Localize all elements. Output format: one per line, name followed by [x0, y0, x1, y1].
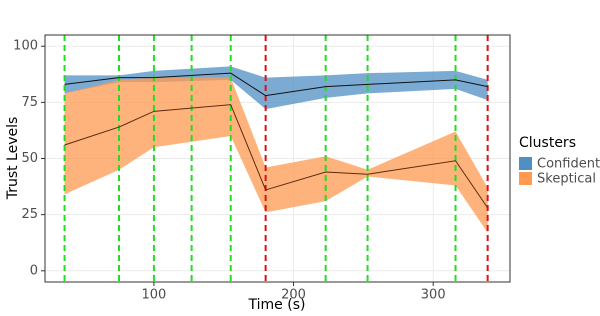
y-tick-label: 75 — [21, 95, 38, 110]
panel-border — [44, 34, 511, 283]
mean-line — [64, 72, 488, 97]
y-tick-label: 50 — [21, 151, 38, 166]
y-tick-label: 25 — [21, 207, 38, 222]
y-tick-label: 0 — [30, 263, 38, 278]
x-tick-label: 300 — [421, 288, 446, 303]
legend-key — [519, 172, 532, 185]
y-tick-label: 100 — [13, 39, 38, 54]
legend-key — [519, 157, 532, 170]
x-tick-label: 200 — [281, 288, 306, 303]
y-axis-title: Trust Levels — [5, 117, 21, 201]
x-axis-title: Time (s) — [248, 297, 306, 313]
legend-label: Confident — [537, 157, 600, 172]
legend-title: Clusters — [519, 135, 576, 151]
ribbon — [64, 77, 488, 233]
legend-label: Skeptical — [537, 172, 596, 187]
mean-line — [64, 104, 489, 209]
x-tick-label: 100 — [142, 288, 167, 303]
